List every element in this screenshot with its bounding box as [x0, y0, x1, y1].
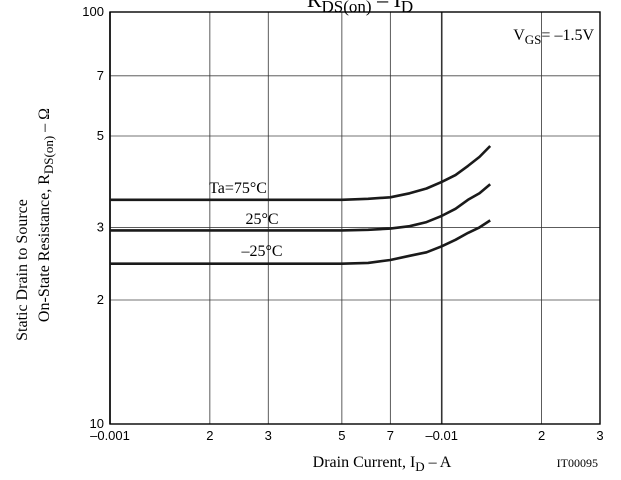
y-tick-label: 5 [97, 128, 104, 143]
figure-code: IT00095 [557, 456, 598, 470]
plot-frame [109, 11, 601, 425]
x-tick-label: 2 [206, 428, 213, 443]
y-tick-label: 100 [82, 4, 104, 19]
cond-part: V [513, 27, 525, 44]
y-axis-label: On-State Resistance, RDS(on) – Ω [36, 108, 56, 322]
y-tick-label: 10 [90, 416, 104, 431]
series-line [110, 183, 492, 232]
title-part: R [307, 0, 322, 12]
x-tick-label: 2 [538, 428, 545, 443]
y-label-part: On-State Resistance, R [36, 174, 53, 322]
x-tick-label: 5 [338, 428, 345, 443]
series-line [110, 145, 492, 202]
x-tick-label: 3 [265, 428, 272, 443]
y-label-sub: DS(on) [41, 136, 56, 174]
y-tick-label: 3 [97, 219, 104, 234]
title-sub: D [401, 0, 413, 16]
x-tick-label: 3 [596, 428, 603, 443]
title-part: – I [372, 0, 401, 12]
series-label: –25°C [240, 243, 282, 260]
condition-annotation: VGS= –1.5V [513, 27, 594, 47]
x-tick-label: –0.01 [425, 428, 458, 443]
y-label-part: – Ω [36, 108, 53, 136]
title-sub: DS(on) [322, 0, 372, 16]
x-label-part: Drain Current, I [313, 454, 416, 471]
series-line [110, 219, 491, 266]
x-tick-label: 7 [387, 428, 394, 443]
y-axis-label: Static Drain to Source [14, 199, 31, 341]
x-axis-label: Drain Current, ID – A [313, 454, 452, 474]
y-tick-label: 7 [97, 68, 104, 83]
series-label: Ta=75°C [209, 180, 267, 197]
y-tick-label: 2 [97, 292, 104, 307]
x-tick-label: –0.001 [90, 428, 130, 443]
x-label-sub: D [415, 459, 424, 474]
x-label-part: – A [425, 454, 452, 471]
series-label: 25°C [245, 211, 278, 228]
cond-sub: GS [525, 32, 542, 47]
cond-part: = –1.5V [541, 27, 594, 44]
